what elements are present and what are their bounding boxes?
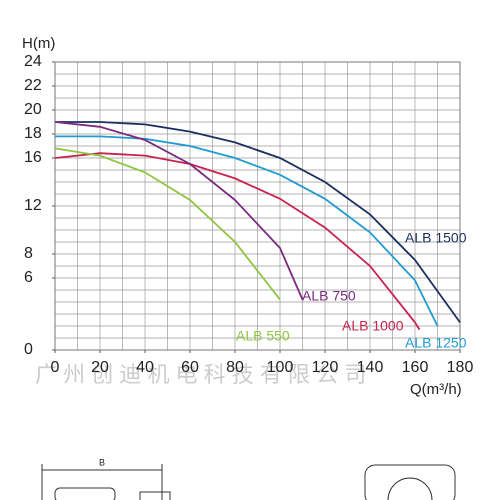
curve — [54, 147, 281, 301]
curve-label: ALB 1500 — [405, 230, 467, 246]
curve-label: ALB 550 — [236, 328, 290, 344]
y-tick-label: 6 — [24, 269, 33, 286]
y-tick-label: 24 — [24, 53, 42, 70]
curve-label: ALB 750 — [302, 288, 356, 304]
curve-label: ALB 1000 — [342, 318, 404, 334]
x-tick-label: 140 — [357, 359, 384, 376]
x-tick-label: 0 — [51, 359, 60, 376]
curve — [54, 152, 421, 331]
pump-drawing — [41, 464, 456, 500]
y-tick-label: 22 — [24, 77, 42, 94]
x-tick-label: 180 — [447, 359, 474, 376]
y-tick-label: 12 — [24, 197, 42, 214]
x-axis-label: Q(m³/h) — [410, 381, 462, 398]
curve — [55, 121, 461, 323]
y-tick-label: 8 — [24, 245, 33, 262]
y-tick-label: 0 — [24, 341, 33, 358]
curve — [54, 121, 304, 300]
y-tick-label: 20 — [24, 101, 42, 118]
curve — [55, 135, 439, 327]
watermark: 广 州 创 迪 机 电 科 技 有 限 公 司 — [35, 362, 366, 387]
x-tick-label: 40 — [136, 359, 154, 376]
x-tick-label: 60 — [181, 359, 199, 376]
x-tick-label: 20 — [91, 359, 109, 376]
y-axis-label: H(m) — [22, 35, 55, 52]
x-tick-label: 120 — [312, 359, 339, 376]
y-tick-label: 18 — [24, 125, 42, 142]
x-tick-label: 80 — [226, 359, 244, 376]
x-tick-label: 100 — [267, 359, 294, 376]
dimension-label: B — [99, 457, 105, 467]
curve-label: ALB 1250 — [405, 335, 467, 351]
x-tick-label: 160 — [402, 359, 429, 376]
plot-frame — [54, 61, 461, 351]
y-tick-label: 16 — [24, 149, 42, 166]
